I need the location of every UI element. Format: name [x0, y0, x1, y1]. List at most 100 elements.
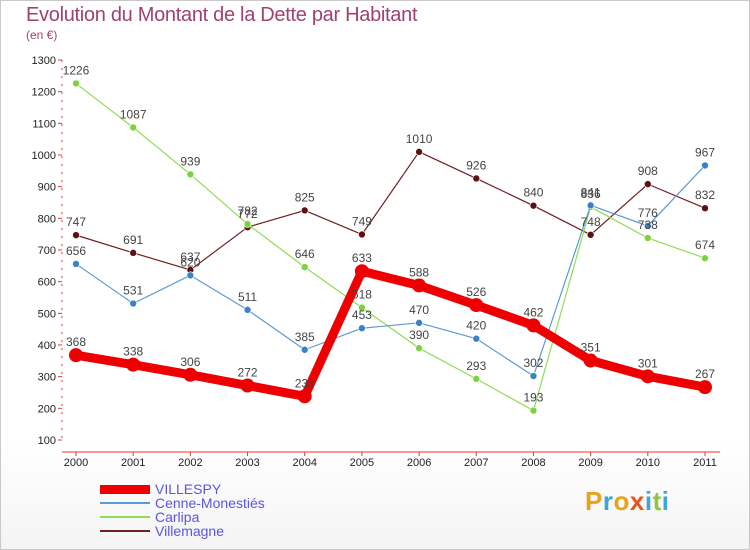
data-label: 526: [466, 285, 486, 299]
data-point: [644, 234, 652, 242]
data-label: 691: [123, 233, 143, 247]
chart-subtitle: (en €): [26, 28, 58, 42]
data-label: 749: [352, 214, 372, 228]
data-label: 939: [180, 154, 200, 168]
series-line: [75, 164, 706, 377]
data-label: 193: [523, 391, 543, 405]
logo-letter: t: [652, 486, 662, 516]
data-label: 302: [523, 356, 543, 370]
data-label: 462: [523, 305, 543, 319]
y-tick-label: 600: [38, 277, 56, 289]
x-tick-label: 2001: [121, 457, 145, 469]
legend-label: Cenne-Monestiés: [155, 495, 265, 511]
data-point: [644, 222, 652, 230]
data-label: 646: [295, 247, 315, 261]
data-label: 301: [638, 356, 658, 370]
data-point: [586, 231, 595, 239]
data-point: [529, 406, 538, 415]
data-point: [240, 378, 255, 393]
data-point: [358, 324, 366, 333]
data-label: 390: [409, 328, 429, 342]
data-point: [183, 367, 198, 382]
logo-letter: P: [585, 486, 603, 516]
y-tick-label: 200: [38, 403, 56, 415]
x-tick-label: 2007: [464, 457, 488, 469]
data-point: [583, 353, 598, 368]
y-tick-label: 300: [38, 372, 56, 384]
data-point: [640, 369, 655, 384]
data-point: [300, 345, 309, 354]
data-point: [701, 204, 709, 212]
data-label: 832: [695, 188, 715, 202]
legend-item-villemagne: Villemagne: [100, 524, 265, 538]
logo-letter: x: [629, 486, 645, 516]
x-tick-label: 2002: [178, 457, 202, 469]
logo-letter: r: [602, 486, 614, 516]
data-point: [412, 278, 427, 293]
data-label: 588: [409, 265, 429, 279]
proxiti-logo: Proxiti: [585, 486, 669, 517]
data-point: [472, 375, 481, 383]
data-label: 338: [123, 345, 143, 359]
data-label: 776: [638, 206, 658, 220]
data-point: [698, 380, 712, 395]
data-point: [701, 161, 709, 170]
data-point: [300, 263, 309, 271]
y-tick-label: 1300: [32, 55, 56, 67]
data-label: 368: [66, 335, 86, 349]
data-point: [644, 180, 652, 188]
data-point: [529, 372, 538, 380]
data-label: 272: [238, 366, 258, 380]
data-point: [415, 344, 423, 352]
data-label: 908: [638, 164, 658, 178]
data-label: 511: [238, 290, 257, 304]
data-point: [701, 254, 709, 263]
data-point: [129, 299, 137, 308]
legend-swatch: [100, 484, 150, 494]
legend-label: VILLESPY: [155, 481, 222, 497]
data-point: [186, 271, 195, 280]
data-label: 772: [238, 207, 258, 221]
logo-letter: i: [661, 486, 670, 516]
data-label: 841: [581, 185, 601, 199]
x-tick-label: 2000: [64, 457, 88, 469]
data-label: 747: [66, 215, 86, 229]
data-point: [415, 319, 423, 327]
data-label: 967: [695, 145, 715, 159]
legend-swatch: [100, 530, 150, 532]
data-point: [126, 357, 141, 372]
legend-label: Carlipa: [155, 509, 200, 525]
x-tick-label: 2008: [521, 457, 545, 469]
data-label: 782: [238, 204, 258, 218]
data-point: [129, 123, 137, 132]
legend-item-cenne-monesti-s: Cenne-Monestiés: [100, 496, 265, 510]
axes: 100 200 300 400 500 600 700 800 900 1000 1100 1200 1…: [32, 55, 720, 469]
data-label: 738: [638, 218, 658, 232]
y-tick-label: 1000: [32, 150, 56, 162]
data-point: [72, 79, 80, 88]
data-label: 1226: [63, 63, 90, 77]
data-point: [358, 230, 366, 239]
data-label: 518: [352, 288, 372, 302]
legend-item-carlipa: Carlipa: [100, 510, 265, 524]
legend-label: Villemagne: [155, 523, 225, 539]
data-label: 633: [352, 251, 372, 265]
data-point: [300, 206, 309, 215]
data-label: 748: [581, 215, 601, 229]
data-label: 385: [295, 330, 315, 344]
series-line: [75, 82, 706, 412]
data-label: 674: [695, 238, 715, 252]
data-point: [354, 264, 369, 279]
data-point: [186, 170, 195, 179]
y-tick-label: 1100: [32, 118, 56, 130]
data-point: [243, 220, 252, 228]
data-point: [72, 231, 80, 239]
data-point: [526, 318, 541, 333]
y-tick-label: 400: [38, 340, 56, 352]
data-label: 470: [409, 303, 429, 317]
data-point: [415, 148, 423, 156]
data-label: 293: [466, 359, 486, 373]
data-label: 825: [295, 190, 315, 204]
data-point: [358, 303, 366, 312]
